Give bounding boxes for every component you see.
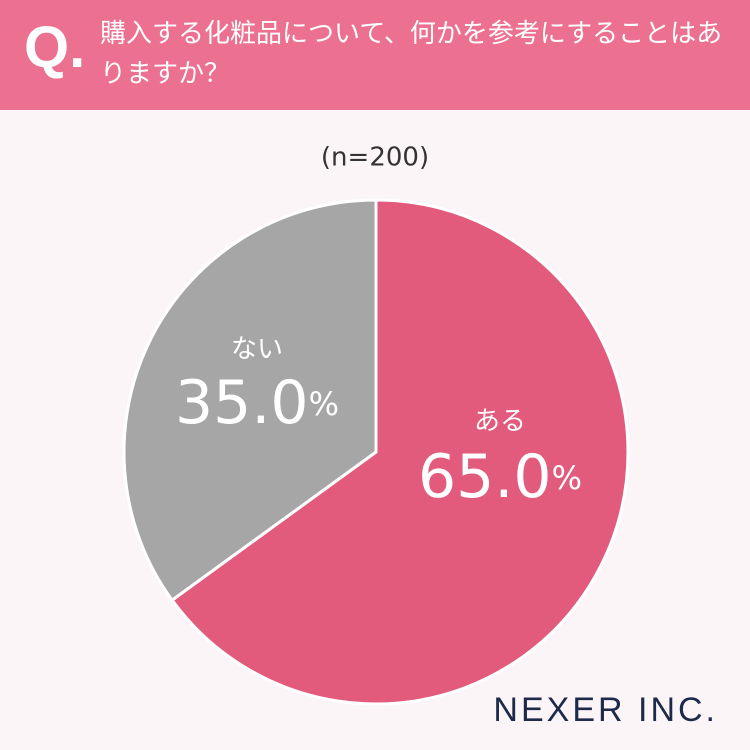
value-label: 35.0% <box>175 368 339 438</box>
logo: NEXER INC. <box>493 691 718 729</box>
value-label: 65.0% <box>418 442 582 512</box>
pie-slice <box>170 198 630 706</box>
header: Q. 購入する化粧品について、何かを参考にすることはありますか？ <box>0 0 750 110</box>
chart-subtitle: (n=200) <box>321 143 429 173</box>
slice-label: ある <box>474 407 526 437</box>
chart-title: 購入する化粧品について、何かを参考にすることはありますか？ <box>100 19 723 89</box>
slice-label: ない <box>231 335 283 365</box>
question-mark: Q. <box>24 15 86 80</box>
pie-slice <box>122 198 378 603</box>
